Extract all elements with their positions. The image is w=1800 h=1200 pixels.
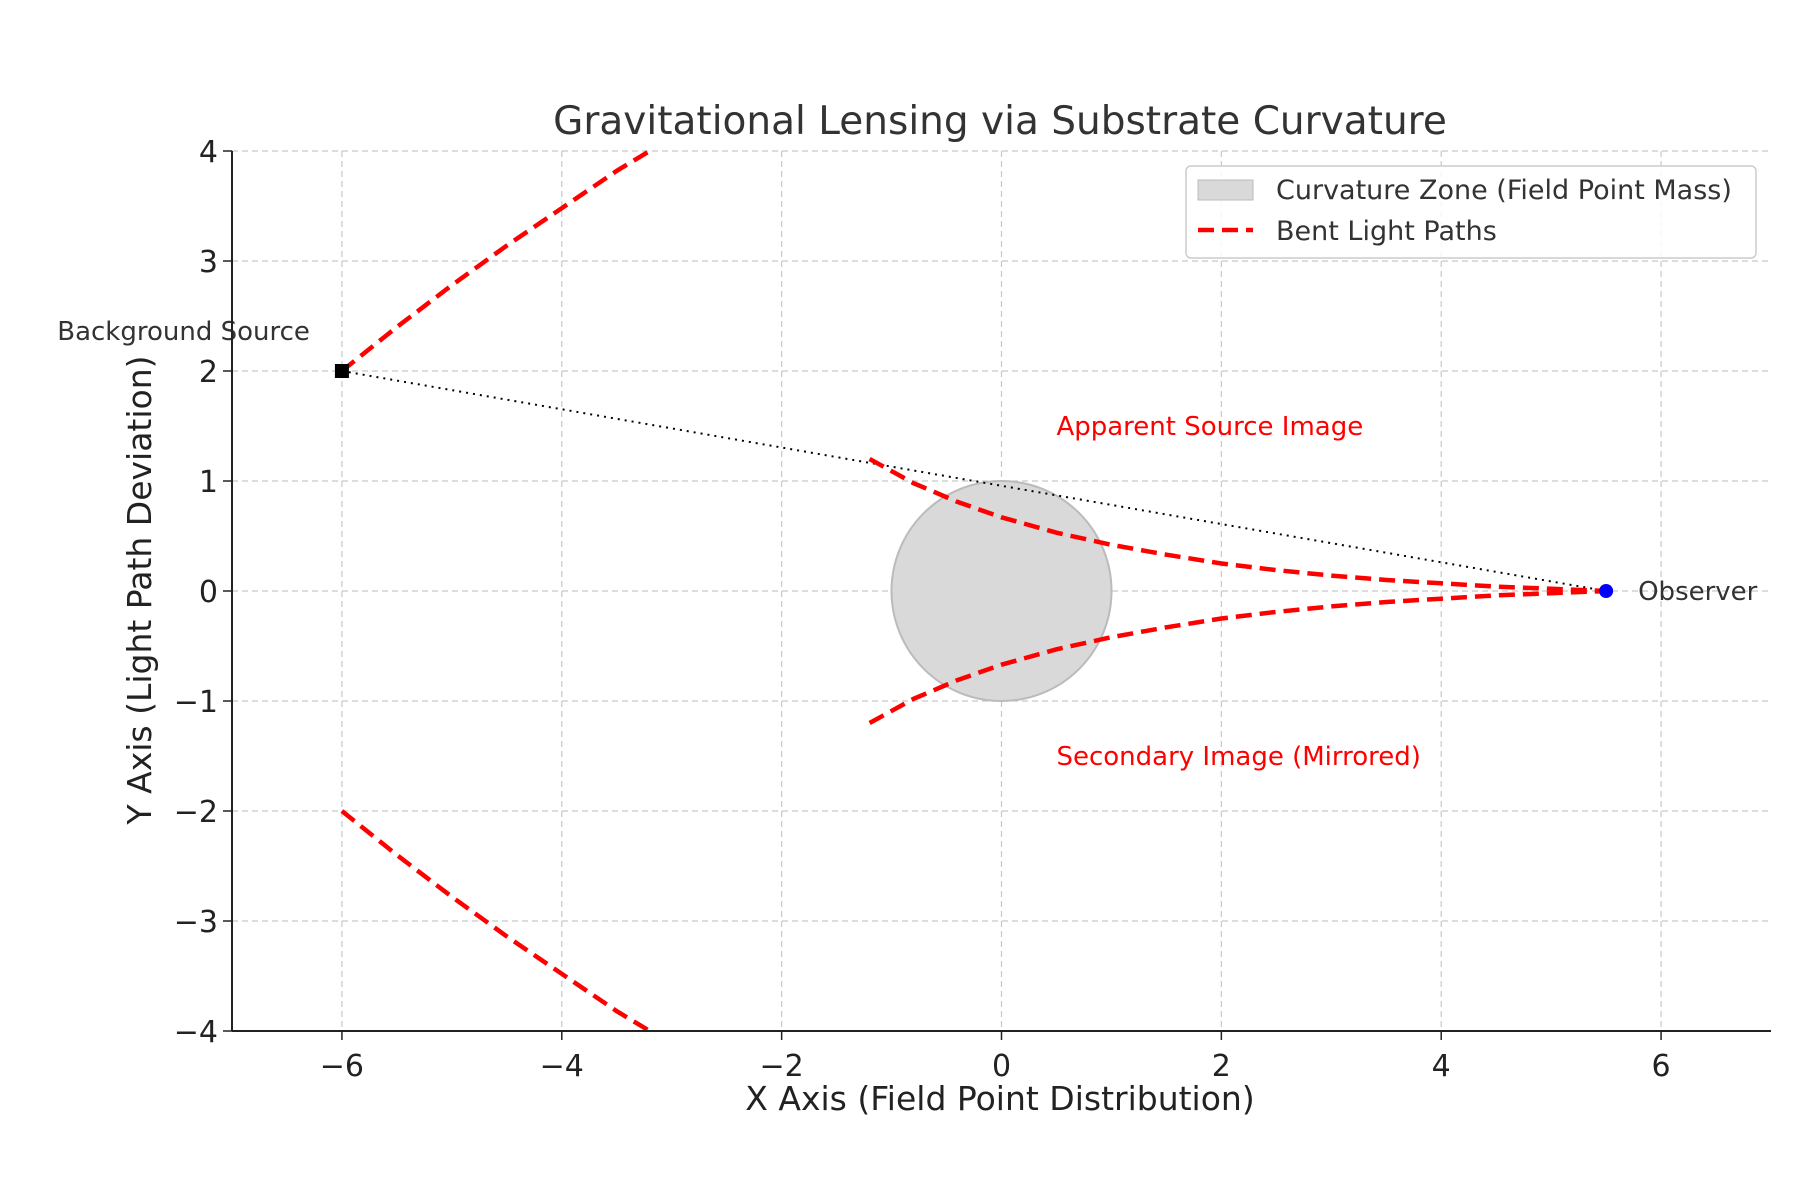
y-tick-label: −3 [174,905,218,940]
observer-marker [1599,584,1614,598]
bent-light-path [868,457,1607,594]
x-tick-label: −6 [320,1049,364,1084]
y-tick-label: 3 [199,245,218,280]
x-tick-label: −4 [540,1049,584,1084]
annotation: Secondary Image (Mirrored) [1056,742,1420,772]
y-tick-label: 0 [199,575,218,610]
source-label: Background Source [57,317,310,347]
legend-paths-label: Bent Light Paths [1276,216,1497,247]
bent-light-path [868,588,1607,725]
axes [223,150,1771,1040]
tick-labels: −6 −4 −2 0 2 4 6 −4 −3 −2 −1 0 1 2 3 4 [174,135,1671,1084]
curvature-zone [890,480,1113,702]
legend-zone-swatch [1197,179,1254,201]
y-tick-label: −1 [174,685,218,720]
y-tick-label: −4 [174,1015,218,1050]
x-tick-label: 6 [1652,1049,1671,1084]
y-axis-title: Y Axis (Light Path Deviation) [120,355,159,825]
legend-zone-label: Curvature Zone (Field Point Mass) [1276,175,1732,206]
x-axis-title: X Axis (Field Point Distribution) [745,1079,1254,1118]
points-layer: Background Source Observer [57,317,1757,607]
curvature-zone-layer [890,480,1113,702]
y-tick-label: −2 [174,795,218,830]
annotation: Apparent Source Image [1056,412,1363,442]
legend-frame [1185,165,1757,259]
observer-label: Observer [1638,577,1758,607]
annotations: Apparent Source Image Secondary Image (Mi… [1056,412,1420,772]
light-paths-layer [340,149,1607,1033]
bent-light-path [340,809,651,1033]
y-tick-label: 2 [199,355,218,390]
y-tick-label: 4 [199,135,218,170]
bent-light-path [340,149,651,373]
chart-title: Gravitational Lensing via Substrate Curv… [553,99,1447,144]
x-tick-label: 2 [1212,1049,1231,1084]
legend: Curvature Zone (Field Point Mass) Bent L… [1185,165,1757,259]
x-tick-label: 0 [992,1049,1011,1084]
x-tick-label: 4 [1432,1049,1451,1084]
x-tick-label: −2 [760,1049,804,1084]
y-tick-label: 1 [199,465,218,500]
source-marker [334,364,349,378]
